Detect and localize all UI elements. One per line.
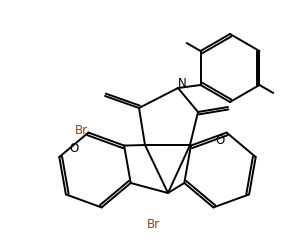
Text: Br: Br [75,123,88,136]
Text: O: O [216,134,225,147]
Text: Br: Br [146,218,160,231]
Text: O: O [69,142,79,155]
Text: N: N [178,76,186,89]
